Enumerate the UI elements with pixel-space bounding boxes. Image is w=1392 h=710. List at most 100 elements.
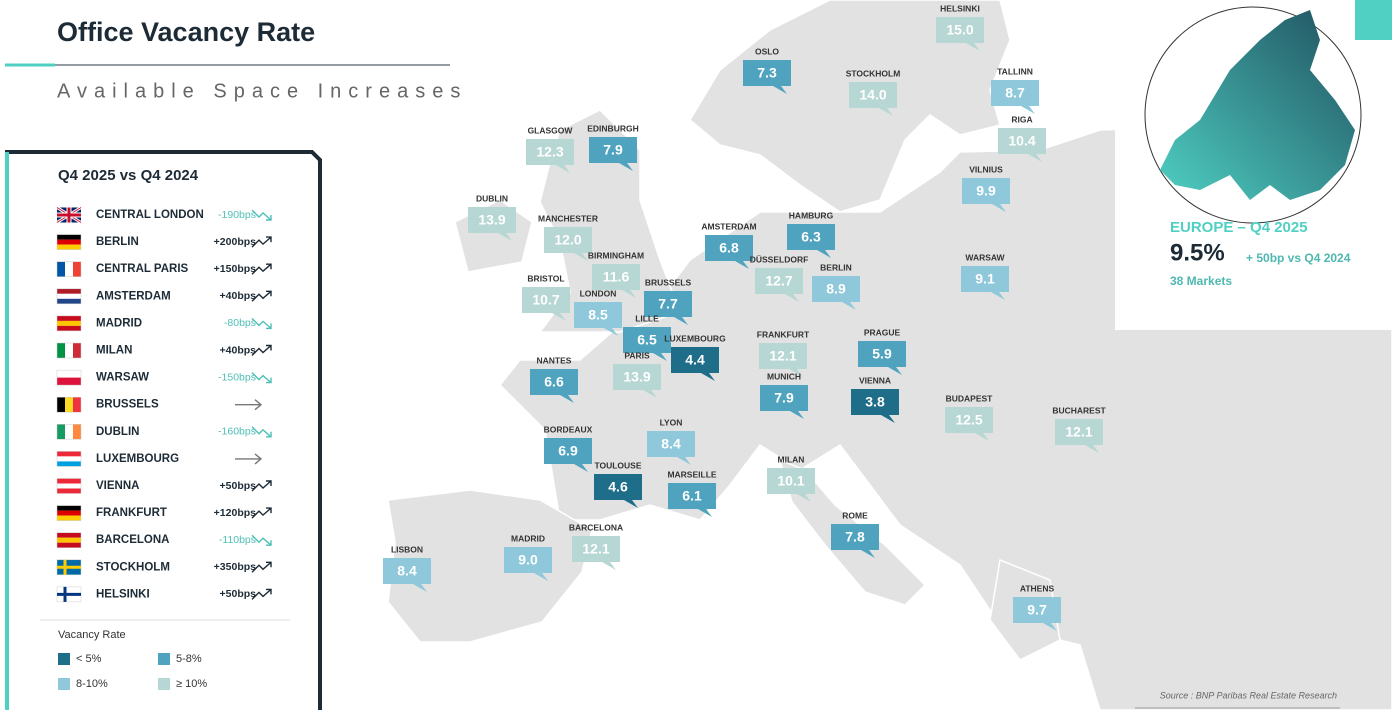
market-box	[787, 224, 835, 258]
flag-part	[57, 456, 81, 462]
flag-part	[57, 207, 81, 223]
flag	[56, 342, 82, 359]
row-city: WARSAW	[96, 372, 149, 384]
trend-arrow	[251, 290, 272, 302]
market-box	[759, 343, 807, 377]
row-change: -190bps	[218, 209, 256, 221]
flag-part	[57, 234, 81, 240]
flag-part	[57, 461, 81, 467]
europe-change: + 50bp vs Q4 2024	[1246, 251, 1351, 265]
flag-part	[57, 397, 65, 413]
flag-part	[73, 343, 81, 358]
market-box	[572, 536, 620, 570]
europe-title: EUROPE – Q4 2025	[1170, 219, 1308, 236]
market-city: LYON	[660, 417, 683, 427]
flag-part	[57, 298, 81, 304]
row-city: LUXEMBOURG	[96, 453, 179, 465]
row-change: +200bps	[214, 236, 256, 248]
market-value: 15.0	[946, 22, 973, 38]
flag-part	[56, 478, 82, 494]
market-city: HAMBURG	[789, 210, 834, 220]
legend-title: Vacancy Rate	[58, 629, 126, 641]
market-city: TALLINN	[997, 66, 1033, 76]
market-city: TOULOUSE	[594, 460, 641, 470]
market-box	[530, 369, 578, 403]
market-city: BORDEAUX	[544, 424, 593, 434]
flag-part	[57, 293, 81, 299]
flag-part	[56, 315, 82, 332]
market-box	[945, 407, 993, 441]
market-box	[962, 178, 1010, 212]
market: 7.9 EDINBURGH	[587, 123, 639, 171]
flag	[56, 261, 82, 277]
flag-part	[56, 234, 82, 250]
flag-part	[73, 261, 81, 277]
row-change: -80bps	[224, 317, 256, 329]
flag	[56, 206, 82, 224]
flag-part	[56, 288, 82, 305]
flag-part	[57, 343, 65, 358]
legend-swatch	[58, 653, 70, 665]
flag-part	[57, 505, 81, 511]
legend-label: 5-8%	[176, 653, 202, 665]
market: 10.1 MILAN	[767, 454, 815, 502]
flag	[56, 396, 82, 413]
market-city: LUXEMBOURG	[664, 333, 726, 343]
row-change: +350bps	[214, 561, 256, 573]
market-box	[991, 80, 1039, 114]
market-city: MILAN	[778, 454, 805, 464]
market-city: GLASGOW	[528, 125, 574, 135]
row-change: -160bps	[218, 426, 256, 438]
market-city: LONDON	[580, 288, 617, 298]
flag	[56, 451, 82, 467]
row-change: +50bps	[220, 480, 257, 492]
market: 9.0 MADRID	[504, 533, 552, 581]
inset-map	[1160, 10, 1355, 200]
flag-part	[57, 320, 81, 326]
flag	[56, 505, 82, 521]
flag-part	[56, 505, 82, 521]
flag-part	[57, 483, 81, 489]
market: 15.0 HELSINKI	[936, 3, 984, 51]
market: 8.9 BERLIN	[812, 262, 860, 310]
market-city: MADRID	[511, 533, 545, 543]
flag-part	[57, 478, 81, 484]
market-city: DÜSSELDORF	[750, 254, 809, 264]
market: 6.5 LILLE	[623, 313, 671, 361]
market: 9.7 ATHENS	[1013, 583, 1061, 631]
row-change: +40bps	[220, 344, 257, 356]
market-city: VIENNA	[859, 375, 891, 385]
trend-arrow	[251, 480, 272, 492]
flag-part	[57, 532, 81, 538]
market-value: 12.1	[1065, 424, 1092, 440]
market-city: MARSEILLE	[667, 469, 716, 479]
market-city: MUNICH	[767, 371, 801, 381]
panel-title: Q4 2025 vs Q4 2024	[58, 167, 199, 184]
header-bg	[0, 0, 540, 140]
flag	[56, 234, 82, 250]
market-value: 6.9	[558, 443, 578, 459]
market-city: RIGA	[1011, 114, 1032, 124]
flag-part	[56, 532, 82, 548]
market-value: 6.5	[637, 332, 657, 348]
legend-label: ≥ 10%	[176, 678, 207, 690]
flag	[56, 532, 82, 548]
market-value: 13.9	[623, 369, 650, 385]
market-value: 3.8	[865, 394, 885, 410]
market-box	[1055, 419, 1103, 453]
market-city: LISBON	[391, 544, 423, 554]
trend-arrow	[251, 507, 272, 519]
market-value: 6.1	[682, 488, 702, 504]
market: 4.4 LUXEMBOURG	[664, 333, 726, 381]
market-value: 6.8	[719, 240, 739, 256]
market: 14.0 STOCKHOLM	[846, 68, 900, 116]
market-city: BUDAPEST	[946, 393, 994, 403]
flag-part	[57, 488, 81, 494]
market-value: 9.7	[1027, 602, 1047, 618]
flag-part	[56, 396, 82, 413]
market-box	[468, 207, 516, 241]
market-box	[544, 227, 592, 261]
flag-part	[73, 397, 81, 413]
flag-part	[57, 515, 81, 521]
flag-part	[56, 342, 82, 359]
